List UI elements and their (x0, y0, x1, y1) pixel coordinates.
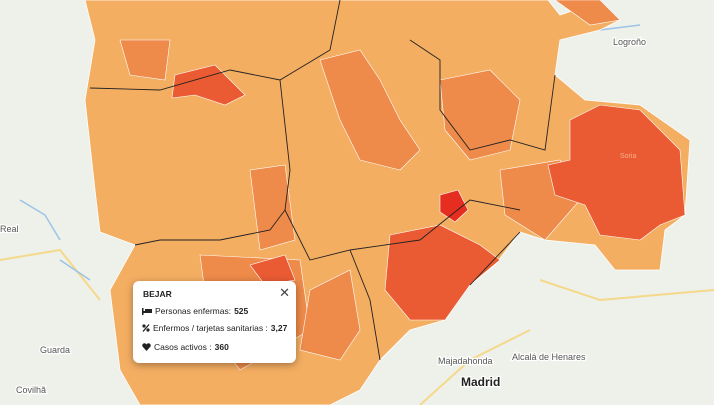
popup: BEJAR ✕ Personas enfermas: 525 Enfermos /… (133, 281, 296, 363)
place-label: Guarda (40, 345, 70, 355)
row-value: 525 (234, 306, 249, 316)
place-label: Alcalá de Henares (512, 352, 586, 362)
close-button[interactable]: ✕ (279, 285, 290, 300)
row-value: 3,27 (270, 323, 288, 333)
percent-icon (142, 324, 150, 332)
place-label: Soria (620, 153, 636, 160)
place-label: Madrid (461, 375, 500, 389)
place-label: Majadahonda (438, 356, 493, 366)
heart-icon (142, 343, 151, 351)
roads (0, 248, 714, 405)
place-label: Covilhã (16, 385, 46, 395)
popup-row: Casos activos :360 (142, 342, 229, 352)
province-borders (89, 0, 556, 361)
max-patch (439, 189, 469, 223)
bed-icon (142, 308, 152, 315)
row-label: Personas enfermas: (155, 306, 232, 316)
high-patches (171, 64, 686, 321)
place-label: Real (0, 224, 19, 234)
row-label: Enfermos / tarjetas sanitarias : (153, 323, 268, 333)
place-label: Logroño (613, 37, 646, 47)
popup-row: Enfermos / tarjetas sanitarias :3,27 (142, 323, 287, 333)
popup-row: Personas enfermas: 525 (142, 306, 248, 316)
row-value: 360 (214, 342, 229, 352)
popup-title: BEJAR (143, 289, 172, 299)
row-label: Casos activos : (154, 342, 212, 352)
